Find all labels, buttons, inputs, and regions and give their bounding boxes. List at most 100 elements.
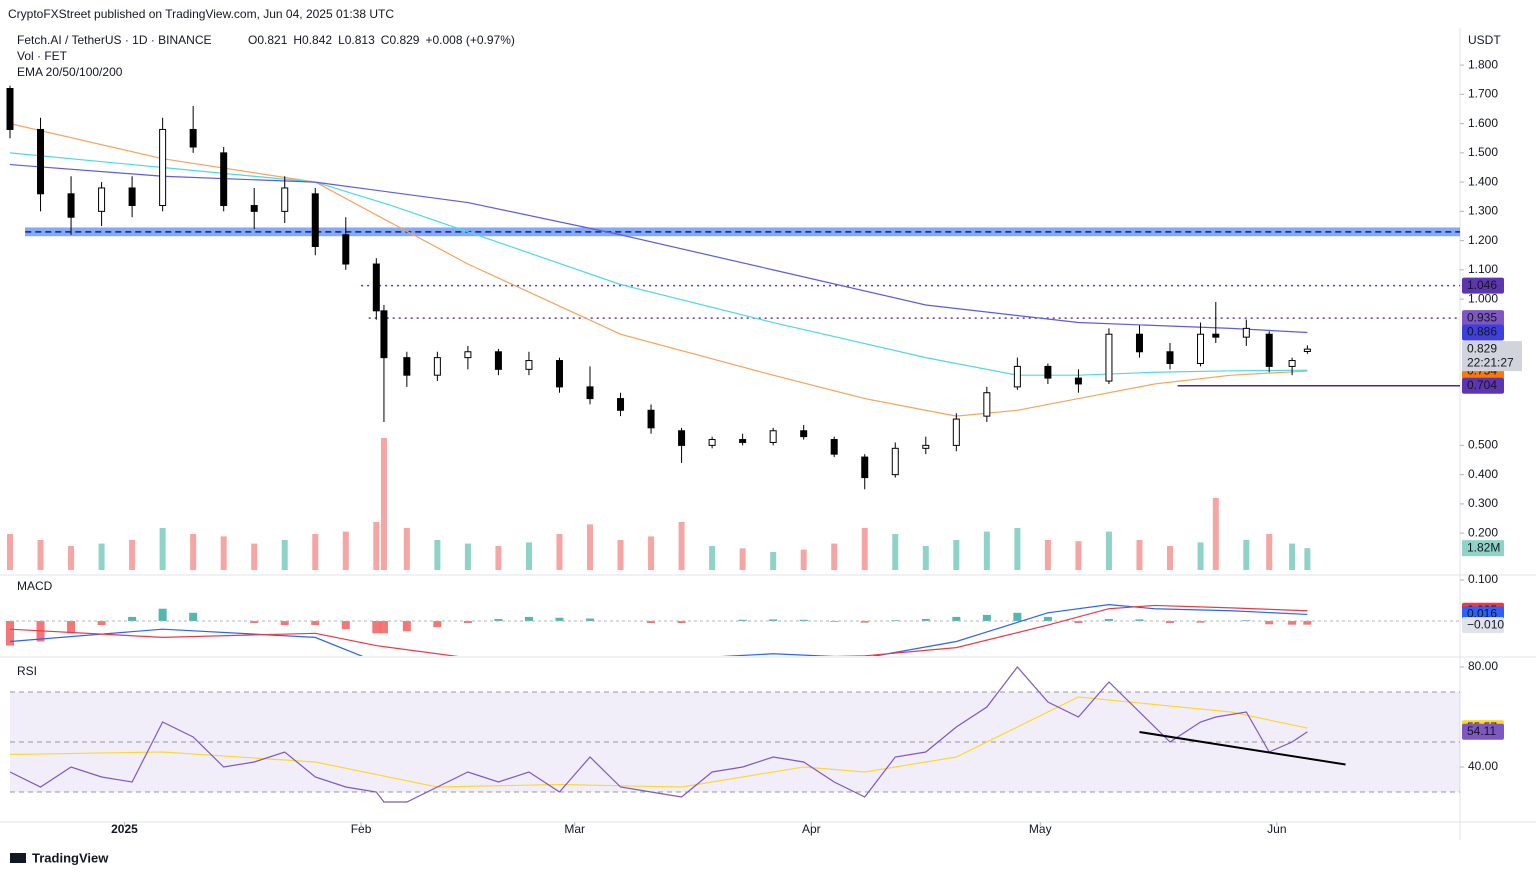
volume-bar xyxy=(380,438,387,570)
candle-body xyxy=(372,263,380,312)
candle-body xyxy=(922,444,930,449)
candle-body xyxy=(1197,333,1205,364)
volume-bar xyxy=(159,528,166,570)
price-tag-label: 0.935 xyxy=(1467,310,1497,324)
volume-bar xyxy=(68,546,75,570)
macd-bar xyxy=(586,618,594,622)
y-tick-label: 0.100 xyxy=(1468,572,1498,586)
candle-body xyxy=(586,386,594,400)
rsi-label: RSI xyxy=(17,664,37,678)
price-tag-label: 0.886 xyxy=(1467,325,1497,339)
candle-body xyxy=(952,418,960,446)
volume-bar xyxy=(1167,546,1173,570)
candle-body xyxy=(891,447,899,476)
price-tag xyxy=(1462,617,1504,634)
macd-label: MACD xyxy=(17,579,53,593)
y-tick-label: 1.000 xyxy=(1468,291,1498,305)
macd-bar xyxy=(921,618,930,622)
candle-body xyxy=(1265,333,1273,367)
volume-bar xyxy=(861,528,868,570)
candle-body xyxy=(647,409,655,429)
candle-body xyxy=(1044,365,1052,379)
macd-bar xyxy=(1166,621,1174,624)
macd-bar xyxy=(1104,618,1113,622)
volume-bar xyxy=(983,531,990,570)
candle-body xyxy=(525,360,533,370)
price-tag xyxy=(1462,310,1504,327)
y-tick-label: 40.00 xyxy=(1468,759,1498,773)
macd-bar xyxy=(250,621,259,624)
candle-body xyxy=(159,128,167,207)
macd-bar xyxy=(311,621,320,626)
candle-body xyxy=(380,310,388,359)
volume-bar xyxy=(373,522,380,570)
volume-bar xyxy=(464,543,471,570)
macd-bar xyxy=(555,617,564,622)
candle-body xyxy=(617,398,625,411)
macd-bar xyxy=(189,612,198,622)
macd-bar xyxy=(1265,621,1274,625)
price-tag xyxy=(1462,377,1504,394)
candle-body xyxy=(769,430,777,443)
volume-bar xyxy=(953,540,960,570)
macd-bar xyxy=(1288,621,1297,625)
macd-bar xyxy=(280,621,289,626)
candle-body xyxy=(708,439,716,446)
candle-body xyxy=(189,128,197,148)
volume-bar xyxy=(1243,540,1250,570)
macd-line xyxy=(9,604,1308,656)
candle-body xyxy=(739,439,747,443)
x-tick-label: 2025 xyxy=(111,822,138,836)
volume-bar xyxy=(434,540,441,570)
price-tag xyxy=(1462,723,1504,740)
symbol: Fetch.AI / TetherUS · 1D · BINANCE xyxy=(17,33,212,47)
macd-bar xyxy=(1303,621,1312,625)
candle-body xyxy=(983,392,991,417)
macd-bar xyxy=(1043,616,1052,622)
volume-tag-label: 1.82M xyxy=(1467,540,1500,554)
ema-line xyxy=(9,152,1308,376)
zone xyxy=(25,227,1460,237)
x-tick-label: May xyxy=(1029,822,1052,836)
ohlc-value: C0.829 xyxy=(381,33,420,47)
macd-line xyxy=(9,604,1308,656)
macd-bar xyxy=(952,616,961,622)
candle-body xyxy=(37,128,45,195)
macd-bar xyxy=(128,616,137,622)
candle-body xyxy=(403,357,411,376)
volume-bar xyxy=(129,540,136,570)
y-tick-label: 0.200 xyxy=(1468,525,1498,539)
macd-bar xyxy=(1074,621,1083,624)
currency: USDT xyxy=(1468,33,1501,47)
macd-bar xyxy=(860,621,869,623)
macd-bar xyxy=(67,621,76,634)
candle-body xyxy=(1105,333,1113,382)
volume-bar xyxy=(1304,548,1311,570)
candle-body xyxy=(6,88,14,130)
macd-bar xyxy=(524,616,533,622)
candle-body xyxy=(1013,365,1021,388)
candle-body xyxy=(67,193,75,218)
candle-body xyxy=(433,357,441,376)
volume-bar xyxy=(648,536,655,570)
y-tick-label: 1.100 xyxy=(1468,262,1498,276)
y-tick-label: 0.300 xyxy=(1468,496,1498,510)
volume-bar xyxy=(1075,541,1082,570)
rsi-ma xyxy=(9,696,1308,788)
volume-bar xyxy=(831,543,838,570)
macd-bar xyxy=(494,618,503,622)
candle-body xyxy=(464,351,472,359)
candle-body xyxy=(555,360,563,388)
volume-bar xyxy=(678,522,685,570)
candle-body xyxy=(281,187,289,212)
volume-bar xyxy=(37,540,44,570)
y-tick-label: 1.700 xyxy=(1468,87,1498,101)
candle-body xyxy=(311,193,319,247)
volume-bar xyxy=(281,540,288,570)
candle-body xyxy=(861,456,869,479)
candle-body xyxy=(220,152,228,207)
macd-bar xyxy=(738,619,747,622)
candle-body xyxy=(1166,351,1174,364)
candle-body xyxy=(128,187,136,207)
macd-bar xyxy=(433,621,442,628)
